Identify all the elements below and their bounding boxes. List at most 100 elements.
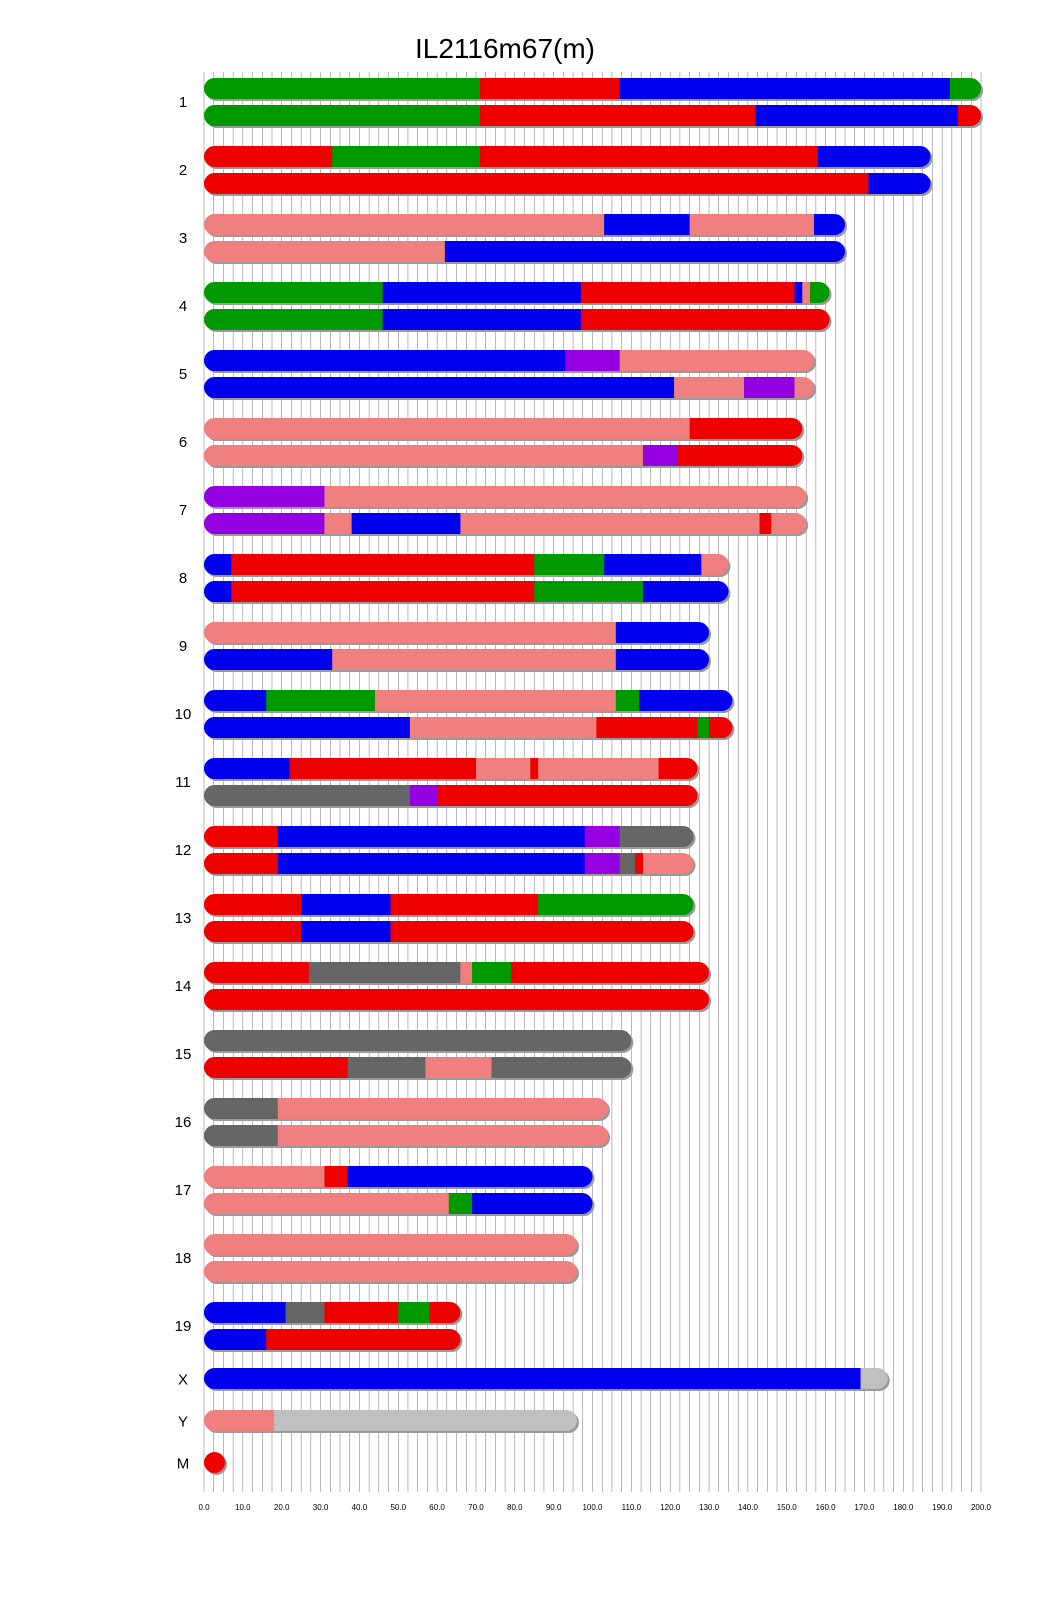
haplotype-segment [204, 826, 279, 847]
haplotype-segment [324, 1166, 349, 1187]
haplotype-segment [677, 445, 803, 466]
haplotype-segment [619, 350, 814, 371]
haplotype-bar [204, 853, 696, 876]
segment-group [204, 649, 710, 670]
haplotype-segment [324, 513, 353, 534]
haplotype-segment [204, 105, 481, 126]
haplotype-segment [689, 418, 803, 439]
chromosome-label: 3 [179, 230, 187, 247]
haplotype-segment [204, 1329, 267, 1350]
haplotype-bar [204, 1098, 611, 1121]
haplotype-segment [204, 350, 566, 371]
chromosome-label: 10 [175, 706, 192, 723]
segment-group [204, 1098, 609, 1119]
haplotype-segment [658, 758, 698, 779]
haplotype-bar [204, 1193, 595, 1216]
haplotype-segment [204, 418, 691, 439]
x-tick-label: 30.0 [313, 1503, 329, 1512]
segment-group [204, 1410, 577, 1431]
segment-group [204, 1166, 593, 1187]
haplotype-segment [584, 853, 621, 874]
haplotype-segment [643, 853, 694, 874]
haplotype-segment [204, 1234, 577, 1255]
haplotype-segment [204, 241, 446, 262]
haplotype-segment [643, 581, 729, 602]
segment-group [204, 921, 694, 942]
segment-group [204, 309, 830, 330]
segment-group [204, 418, 803, 439]
haplotype-segment [204, 1193, 450, 1214]
x-tick-label: 180.0 [893, 1503, 914, 1512]
segment-group [204, 214, 846, 235]
haplotype-segment [794, 282, 803, 303]
haplotype-segment [615, 649, 710, 670]
haplotype-bar [204, 785, 700, 808]
segment-group [204, 717, 733, 738]
haplotype-segment [204, 1261, 577, 1282]
segment-group [204, 989, 710, 1010]
haplotype-bar [204, 214, 848, 237]
haplotype-segment [674, 377, 745, 398]
haplotype-segment [266, 690, 376, 711]
haplotype-segment [204, 486, 326, 507]
haplotype-segment [382, 309, 582, 330]
haplotype-segment [204, 1368, 862, 1389]
x-tick-label: 160.0 [816, 1503, 837, 1512]
segment-group [204, 513, 807, 534]
haplotype-segment [204, 1098, 279, 1119]
haplotype-segment [755, 105, 959, 126]
x-tick-label: 150.0 [777, 1503, 798, 1512]
haplotype-bar [204, 1368, 890, 1391]
chromosome-label: 4 [179, 298, 187, 315]
haplotype-segment [332, 649, 617, 670]
chromosome-label: 2 [179, 162, 187, 179]
haplotype-bar [204, 962, 712, 985]
haplotype-bar [204, 377, 816, 400]
x-tick-label: 50.0 [390, 1503, 406, 1512]
haplotype-segment [479, 78, 621, 99]
haplotype-bar [204, 581, 731, 604]
haplotype-bar [204, 78, 983, 101]
haplotype-bar [204, 1057, 634, 1080]
haplotype-segment [204, 921, 302, 942]
haplotype-segment [277, 1125, 609, 1146]
haplotype-bar [204, 1030, 634, 1053]
x-tick-label: 10.0 [235, 1503, 251, 1512]
segment-group [204, 690, 733, 711]
haplotype-segment [204, 622, 617, 643]
haplotype-segment [204, 581, 232, 602]
segment-group [204, 173, 931, 194]
x-tick-label: 100.0 [582, 1503, 603, 1512]
haplotype-bar [204, 1234, 579, 1257]
haplotype-segment [580, 309, 830, 330]
segment-group [204, 1329, 461, 1350]
haplotype-segment [347, 1166, 593, 1187]
haplotype-bar [204, 1261, 579, 1284]
haplotype-segment [635, 853, 644, 874]
haplotype-bar [204, 173, 933, 196]
haplotype-bar [204, 690, 735, 713]
haplotype-segment [204, 894, 302, 915]
x-tick-label: 60.0 [429, 1503, 445, 1512]
haplotype-segment [277, 826, 586, 847]
haplotype-segment [949, 78, 981, 99]
haplotype-segment [534, 554, 605, 575]
haplotype-segment [491, 1057, 632, 1078]
haplotype-segment [615, 622, 710, 643]
haplotype-segment [204, 853, 279, 874]
haplotype-segment [744, 377, 796, 398]
haplotype-segment [810, 282, 830, 303]
haplotype-segment [204, 989, 710, 1010]
segment-group [204, 622, 710, 643]
segment-group [204, 826, 694, 847]
haplotype-segment [204, 513, 326, 534]
haplotype-bar [204, 282, 832, 305]
segment-group [204, 1452, 225, 1473]
haplotype-segment [347, 1057, 427, 1078]
chromosome-label: 11 [175, 774, 191, 791]
haplotype-segment [596, 717, 698, 738]
haplotype-segment [204, 554, 232, 575]
haplotype-segment [475, 758, 531, 779]
haplotype-bar [204, 1452, 227, 1475]
haplotype-segment [285, 1302, 326, 1323]
